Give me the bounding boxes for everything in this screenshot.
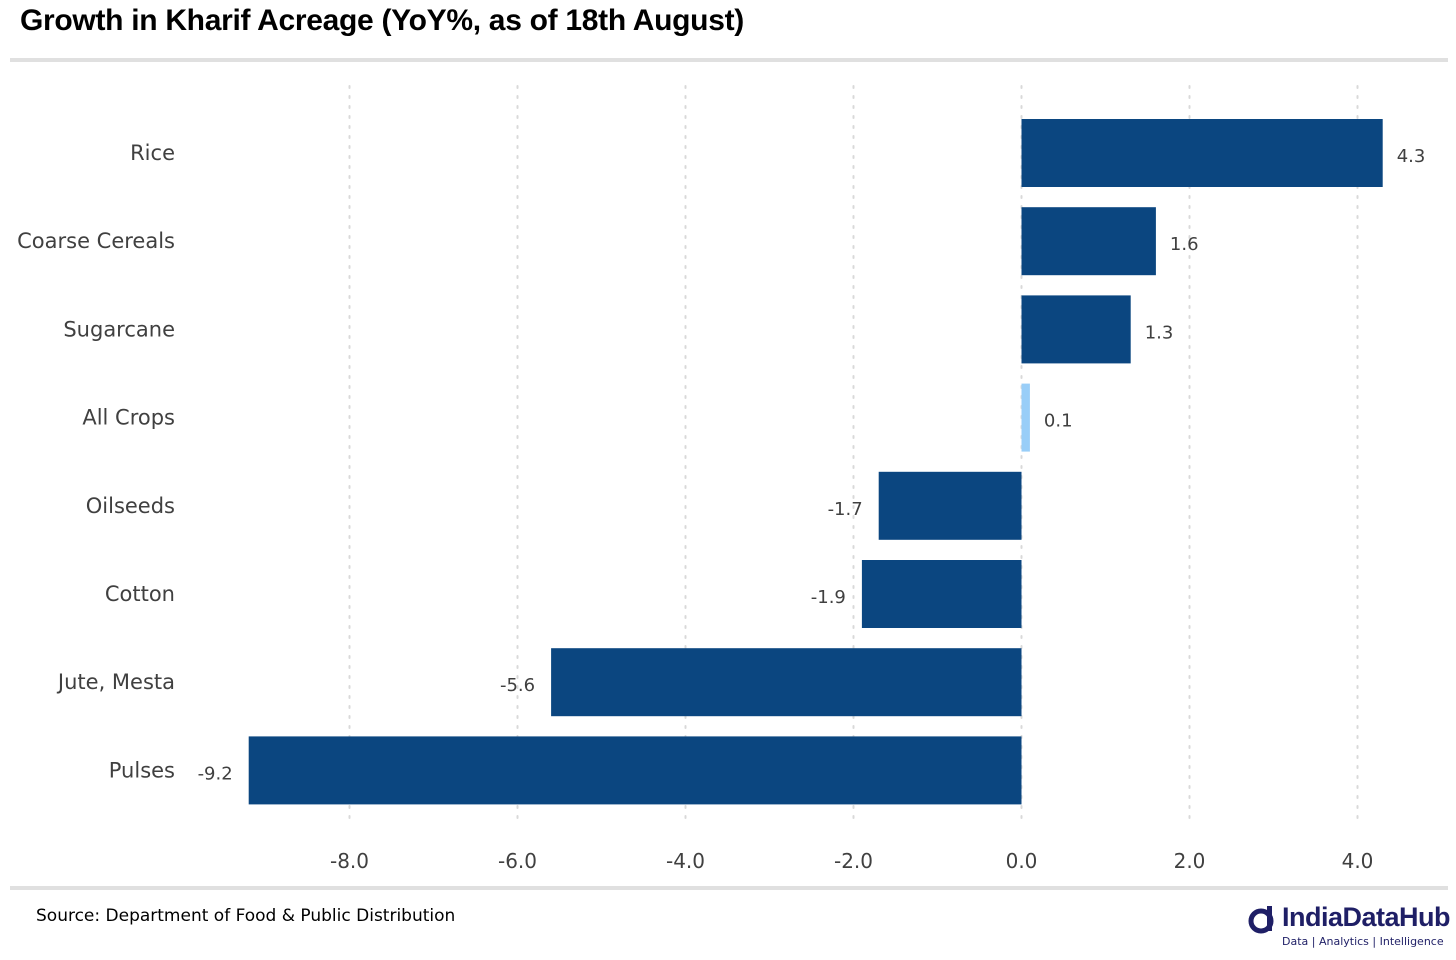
data-label: 1.6 — [1170, 234, 1199, 255]
category-label: Pulses — [109, 758, 175, 782]
x-tick-label: 0.0 — [1006, 849, 1038, 873]
brand-name: IndiaDataHub — [1282, 902, 1451, 932]
x-tick-label: -8.0 — [330, 849, 369, 873]
bar — [1021, 119, 1383, 187]
top-divider — [10, 58, 1448, 62]
bar — [1021, 295, 1131, 364]
x-tick-label: 2.0 — [1174, 849, 1206, 873]
brand-tagline: Data | Analytics | Intelligence — [1282, 935, 1444, 948]
x-tick-label: -6.0 — [498, 849, 537, 873]
bar — [551, 648, 1022, 717]
category-label: All Crops — [82, 406, 175, 430]
bar — [878, 471, 1022, 540]
data-label: 4.3 — [1397, 146, 1426, 167]
data-label: 0.1 — [1044, 411, 1073, 432]
category-label: Cotton — [105, 582, 175, 606]
source-note: Source: Department of Food & Public Dist… — [36, 906, 456, 926]
category-label: Jute, Mesta — [56, 670, 175, 694]
data-label: -1.9 — [811, 587, 846, 608]
data-label: -1.7 — [828, 499, 863, 520]
category-label: Coarse Cereals — [17, 229, 175, 253]
data-label: -5.6 — [500, 675, 535, 696]
brand-logo: IndiaDataHub Data | Analytics | Intellig… — [1246, 902, 1451, 954]
bar — [1021, 383, 1030, 452]
category-label: Rice — [130, 141, 175, 165]
bottom-divider — [10, 886, 1448, 890]
data-label: 1.3 — [1145, 322, 1174, 343]
chart-title: Growth in Kharif Acreage (YoY%, as of 18… — [20, 4, 744, 37]
bar — [861, 560, 1022, 628]
category-label: Sugarcane — [63, 317, 175, 341]
data-label: -9.2 — [198, 763, 233, 784]
category-label: Oilseeds — [86, 494, 175, 518]
indiadatahub-logo-icon — [1248, 906, 1274, 934]
x-tick-label: 4.0 — [1342, 849, 1374, 873]
bar — [248, 736, 1022, 805]
bar-chart: -8.0 -6.0 -4.0 -2.0 0.0 2.0 4.0 Rice 4.3 Coarse C… — [17, 85, 1426, 873]
bar — [1021, 207, 1156, 276]
x-tick-label: -4.0 — [666, 849, 705, 873]
x-tick-label: -2.0 — [834, 849, 873, 873]
